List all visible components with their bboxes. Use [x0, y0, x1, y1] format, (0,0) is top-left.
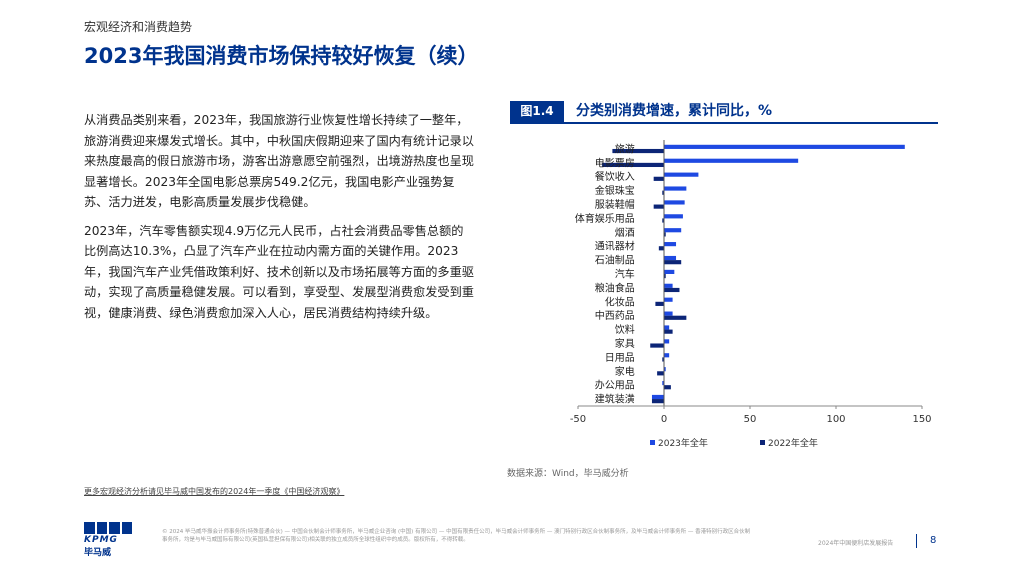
bar-2023-0 — [664, 144, 905, 149]
logo-word: KPMG — [84, 535, 118, 545]
figure-header: 图1.4 分类别消费增速，累计同比，% — [510, 101, 938, 124]
category-label: 通讯器材 — [595, 240, 635, 253]
category-label: 家电 — [615, 365, 635, 378]
bar-2022-18 — [651, 399, 664, 404]
bar-2022-13 — [664, 329, 673, 334]
bar-2022-11 — [655, 301, 664, 306]
report-name: 2024年中国便利店发展报告 — [818, 540, 894, 547]
bar-2023-15 — [664, 353, 670, 358]
figure-number: 图1.4 — [510, 101, 564, 122]
body-text: 从消费品类别来看，2023年，我国旅游行业恢复性增长持续了一整年，旅游消费迎来爆… — [84, 110, 474, 331]
category-label: 化妆品 — [605, 295, 635, 308]
bar-2023-2 — [664, 172, 699, 177]
legend-label-0: 2023年全年 — [658, 437, 708, 449]
bar-2022-9 — [664, 274, 666, 279]
x-tick-label: 50 — [744, 414, 757, 425]
category-label: 烟酒 — [615, 226, 635, 239]
category-label: 饮料 — [615, 323, 635, 336]
bar-2022-12 — [664, 315, 687, 320]
bar-2023-5 — [664, 214, 683, 219]
bar-2022-7 — [658, 246, 664, 251]
x-tick-label: 0 — [661, 414, 667, 425]
category-label: 体育娱乐用品 — [575, 212, 635, 225]
paragraph-2: 2023年，汽车零售额实现4.9万亿元人民币，占社会消费品零售总额的比例高达10… — [84, 223, 474, 320]
category-label: 办公用品 — [595, 379, 635, 392]
paragraph-1: 从消费品类别来看，2023年，我国旅游行业恢复性增长持续了一整年，旅游消费迎来爆… — [84, 113, 474, 209]
bar-2022-17 — [664, 385, 671, 390]
bar-2023-3 — [664, 186, 687, 191]
bar-2023-4 — [664, 200, 685, 205]
legend-swatch-0 — [650, 440, 655, 445]
bar-2022-6 — [664, 232, 666, 237]
x-tick-label: -50 — [570, 414, 586, 425]
bar-2023-12 — [664, 311, 673, 316]
category-label: 日用品 — [605, 352, 635, 364]
category-growth-chart: 旅游电影票房餐饮收入金银珠宝服装鞋帽体育娱乐用品烟酒通讯器材石油制品汽车粮油食品… — [570, 140, 932, 449]
x-tick-label: 100 — [826, 414, 845, 425]
bar-2023-9 — [664, 269, 675, 274]
figure-source: 数据来源：Wind，毕马威分析 — [507, 469, 629, 479]
bar-2022-3 — [662, 190, 664, 195]
section-label: 宏观经济和消费趋势 — [84, 20, 193, 34]
bar-2023-1 — [664, 158, 799, 163]
bar-2022-14 — [650, 343, 664, 348]
category-label: 建筑装潢 — [595, 393, 635, 406]
category-label: 粮油食品 — [595, 281, 635, 294]
category-label: 餐饮收入 — [595, 170, 635, 183]
legend-swatch-1 — [760, 440, 765, 445]
category-label: 电影票房 — [595, 156, 635, 169]
bar-2023-17 — [662, 380, 664, 386]
category-label: 家具 — [615, 337, 635, 350]
page-number: 8 — [930, 535, 937, 546]
legend-label-1: 2022年全年 — [768, 437, 818, 449]
category-label: 金银珠宝 — [595, 184, 635, 197]
bar-2022-1 — [602, 162, 664, 168]
logo-chinese-name: 毕马威 — [84, 548, 112, 558]
bar-2023-6 — [664, 228, 682, 233]
bar-2022-15 — [662, 357, 664, 362]
footer-divider — [916, 534, 917, 548]
bar-2023-14 — [664, 339, 670, 344]
legal-notice: © 2024 毕马威华振会计师事务所(特殊普通合伙) — 中国合伙制会计师事务所… — [162, 529, 751, 543]
bar-2022-0 — [612, 148, 664, 154]
bar-2022-16 — [657, 371, 664, 376]
bar-2023-18 — [651, 394, 664, 400]
bar-2022-5 — [662, 218, 664, 223]
kpmg-logo: KPMG 毕马威 — [84, 522, 132, 558]
bar-2023-10 — [664, 283, 673, 288]
logo-mark-icon — [84, 522, 132, 534]
category-label: 服装鞋帽 — [595, 198, 635, 211]
category-label: 旅游 — [615, 142, 635, 155]
bar-2023-7 — [664, 242, 677, 247]
bar-2022-2 — [653, 176, 664, 181]
category-label: 石油制品 — [595, 254, 635, 267]
category-label: 汽车 — [615, 268, 635, 281]
more-analysis-link[interactable]: 更多宏观经济分析请见毕马威中国发布的2024年一季度《中国经济观察》 — [84, 487, 345, 496]
bar-2023-11 — [664, 297, 673, 302]
figure-title: 分类别消费增速，累计同比，% — [576, 103, 773, 119]
bar-2023-13 — [664, 325, 670, 330]
bar-2022-4 — [653, 204, 664, 209]
bar-2023-16 — [664, 367, 666, 372]
category-label: 中西药品 — [595, 309, 635, 322]
x-tick-label: 150 — [912, 414, 931, 425]
bar-2023-8 — [664, 255, 677, 261]
page-title: 2023年我国消费市场保持较好恢复（续） — [84, 44, 479, 68]
bar-2022-8 — [664, 260, 682, 265]
bar-2022-10 — [664, 287, 680, 293]
